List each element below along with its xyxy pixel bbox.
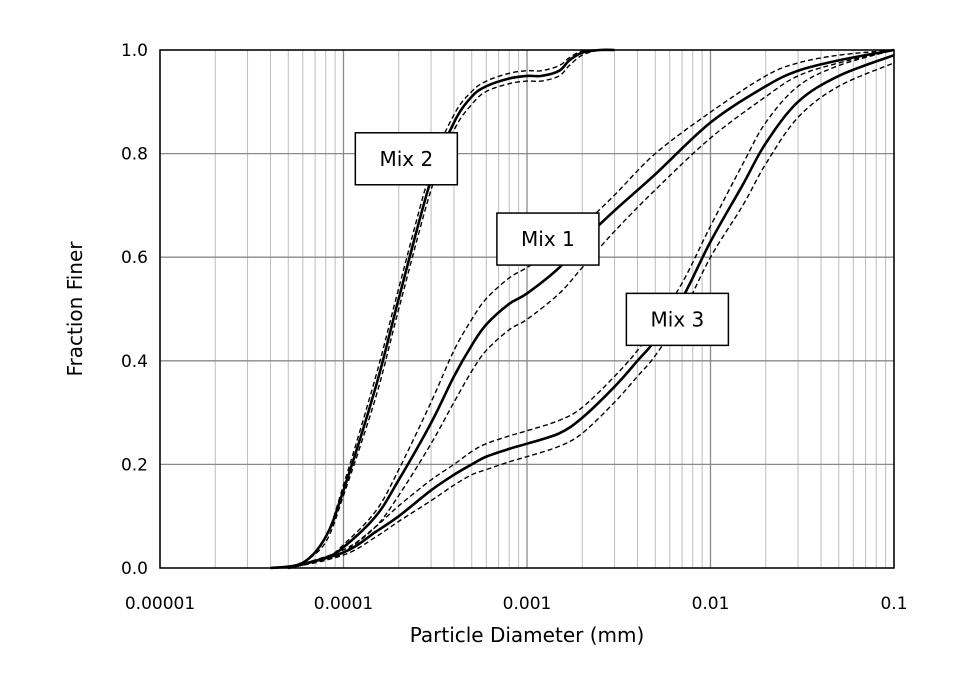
y-tick-label: 0.0 (121, 559, 148, 579)
annotation-box (625, 292, 730, 347)
annotations: Mix 2 Mix 1 Mix 3 (354, 132, 730, 347)
y-tick-label: 0.2 (121, 455, 148, 475)
x-tick-label: 0.0001 (314, 594, 373, 614)
mix-2-dashed-line (288, 49, 615, 569)
y-tick-label: 1.0 (121, 41, 148, 61)
mix-3-dashed-line (288, 62, 895, 569)
x-tick-label: 0.00001 (125, 594, 195, 614)
minor-gridlines (214, 50, 887, 568)
x-axis-title: Particle Diameter (mm) (410, 623, 645, 647)
x-tick-label: 0.001 (503, 594, 552, 614)
series-layer (270, 48, 895, 570)
y-tick-label: 0.8 (121, 145, 148, 165)
mix-3-solid-line (287, 53, 895, 570)
mix-1-solid-line (287, 48, 895, 570)
annotation-box (354, 132, 459, 186)
plot-area-frame (159, 49, 895, 569)
mix-1-dashed-line (288, 49, 895, 569)
mix-2-dashed-line (288, 48, 615, 569)
tick-labels: 0.00001 0.0001 0.001 0.01 0.1 0.0 0.2 0.4 0.6 0.8… (121, 41, 908, 614)
annotation-label: Mix 2 (379, 147, 433, 171)
y-tick-label: 0.4 (121, 352, 148, 372)
y-tick-label: 0.6 (121, 248, 148, 268)
mix-1-dashed-line (288, 49, 895, 569)
x-tick-label: 0.01 (692, 594, 730, 614)
annotation-box (496, 212, 600, 266)
y-axis-title: Fraction Finer (63, 241, 87, 377)
annotation-label: Mix 1 (521, 227, 575, 251)
mix-2-solid-line (270, 48, 615, 570)
annotation-label: Mix 3 (651, 307, 705, 331)
x-tick-label: 0.1 (880, 594, 907, 614)
mix-3-dashed-line (288, 49, 895, 569)
